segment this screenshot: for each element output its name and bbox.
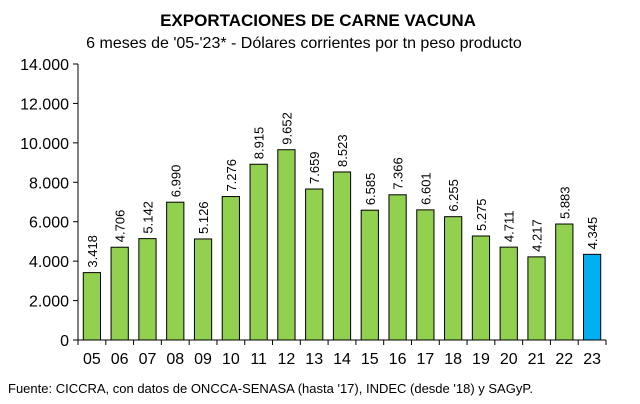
x-tick-label: 10 bbox=[222, 351, 240, 368]
data-label: 4.706 bbox=[113, 210, 128, 243]
y-tick-label: 4.000 bbox=[29, 254, 69, 271]
x-tick-label: 23 bbox=[583, 351, 601, 368]
x-tick-label: 13 bbox=[305, 351, 323, 368]
x-tick-label: 17 bbox=[416, 351, 434, 368]
bar bbox=[388, 194, 407, 341]
bar bbox=[499, 246, 518, 341]
y-tick-label: 0 bbox=[60, 333, 69, 350]
y-tick-label: 8.000 bbox=[29, 175, 69, 192]
x-tick-label: 09 bbox=[194, 351, 212, 368]
bar bbox=[138, 238, 157, 341]
x-tick-label: 14 bbox=[333, 351, 351, 368]
data-label: 6.255 bbox=[446, 179, 461, 212]
bar bbox=[582, 253, 602, 341]
bar bbox=[305, 188, 324, 341]
data-label: 5.883 bbox=[557, 186, 572, 219]
y-tick-label: 12.000 bbox=[20, 96, 69, 113]
bar bbox=[555, 223, 574, 341]
x-tick-label: 19 bbox=[472, 351, 490, 368]
y-tick-label: 10.000 bbox=[20, 136, 69, 153]
bar bbox=[416, 209, 435, 341]
bar bbox=[193, 238, 213, 341]
x-tick-label: 18 bbox=[444, 351, 462, 368]
bar bbox=[360, 209, 379, 341]
data-label: 8.523 bbox=[335, 134, 350, 167]
data-label: 7.276 bbox=[224, 159, 239, 192]
x-tick-label: 22 bbox=[555, 351, 573, 368]
bar bbox=[249, 163, 268, 341]
data-label: 5.142 bbox=[140, 201, 155, 234]
chart-title: EXPORTACIONES DE CARNE VACUNA bbox=[160, 11, 476, 30]
y-tick-label: 14.000 bbox=[20, 57, 69, 74]
x-tick-label: 16 bbox=[389, 351, 407, 368]
data-label: 7.659 bbox=[307, 151, 322, 184]
x-tick-label: 07 bbox=[139, 351, 157, 368]
x-tick-label: 06 bbox=[111, 351, 129, 368]
y-tick-label: 2.000 bbox=[29, 294, 69, 311]
bar bbox=[166, 201, 185, 341]
bar bbox=[82, 272, 102, 341]
data-label: 5.275 bbox=[474, 198, 489, 231]
bar bbox=[527, 256, 546, 341]
bar bbox=[471, 235, 491, 341]
x-tick-label: 08 bbox=[166, 351, 184, 368]
data-label: 4.711 bbox=[502, 211, 517, 243]
bar bbox=[277, 149, 296, 341]
data-labels: 3.418 4.706 5.142 6.990 5.126 7.276 8.915 9.652… bbox=[85, 112, 600, 267]
bar bbox=[332, 171, 352, 341]
x-tick-label: 12 bbox=[278, 351, 296, 368]
data-label: 6.585 bbox=[363, 173, 378, 206]
x-tick-label: 21 bbox=[528, 351, 546, 368]
data-label: 8.915 bbox=[252, 127, 267, 160]
data-label: 9.652 bbox=[279, 112, 294, 145]
bar bbox=[110, 246, 129, 341]
data-label: 7.366 bbox=[391, 157, 406, 190]
axes: 0 2.000 4.000 6.000 8.000 10.000 12.000 14.000 0… bbox=[20, 57, 607, 368]
data-label: 5.126 bbox=[196, 201, 211, 234]
data-label: 4.217 bbox=[530, 219, 545, 252]
data-label: 6.601 bbox=[418, 172, 433, 205]
data-label: 6.990 bbox=[168, 165, 183, 198]
chart-subtitle: 6 meses de '05-'23* - Dólares corrientes… bbox=[86, 35, 522, 52]
bar bbox=[221, 196, 240, 341]
data-label: 4.345 bbox=[585, 217, 600, 250]
x-tick-label: 11 bbox=[250, 351, 267, 368]
bars bbox=[82, 149, 602, 341]
y-tick-label: 6.000 bbox=[29, 215, 69, 232]
x-tick-label: 20 bbox=[500, 351, 518, 368]
x-tick-label: 05 bbox=[83, 351, 101, 368]
source-note: Fuente: CICCRA, con datos de ONCCA-SENAS… bbox=[8, 381, 533, 396]
bar bbox=[444, 216, 463, 341]
x-tick-label: 15 bbox=[361, 351, 379, 368]
data-label: 3.418 bbox=[85, 235, 100, 268]
